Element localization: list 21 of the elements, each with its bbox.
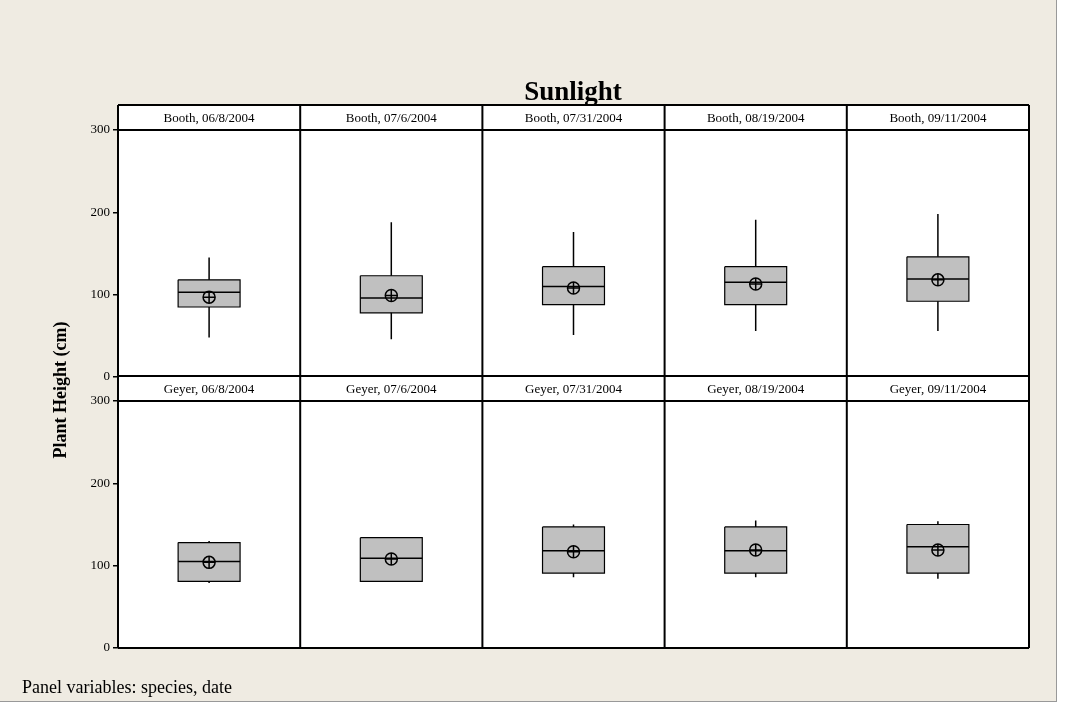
x-tick-label: Booth, 08/19/2004	[706, 109, 805, 125]
y-axis-title: Plant Height (cm)	[49, 321, 71, 459]
y-tick-label: 300	[90, 121, 110, 137]
y-tick-label: 100	[90, 286, 110, 302]
x-tick-label: Geyer, 07/6/2004	[346, 380, 438, 396]
y-tick-label: 300	[90, 392, 110, 408]
x-tick-label: Geyer, 07/31/2004	[525, 380, 623, 396]
y-tick-label: 200	[90, 474, 110, 490]
x-tick-label: Geyer, 08/19/2004	[707, 380, 805, 396]
x-tick-label: Booth, 06/8/2004	[163, 109, 256, 125]
x-tick-label: Booth, 07/31/2004	[524, 109, 623, 125]
x-tick-label: Geyer, 06/8/2004	[163, 380, 255, 396]
y-tick-label: 100	[90, 557, 110, 573]
x-tick-label: Geyer, 09/11/2004	[889, 380, 987, 396]
x-tick-label: Booth, 09/11/2004	[889, 109, 987, 125]
x-tick-label: Booth, 07/6/2004	[345, 109, 438, 125]
y-tick-label: 200	[90, 203, 110, 219]
y-tick-label: 0	[103, 639, 110, 655]
text: Panel variables: species, date	[22, 677, 232, 698]
y-tick-label: 0	[103, 368, 110, 384]
chart-title: Sunlight	[523, 76, 623, 107]
